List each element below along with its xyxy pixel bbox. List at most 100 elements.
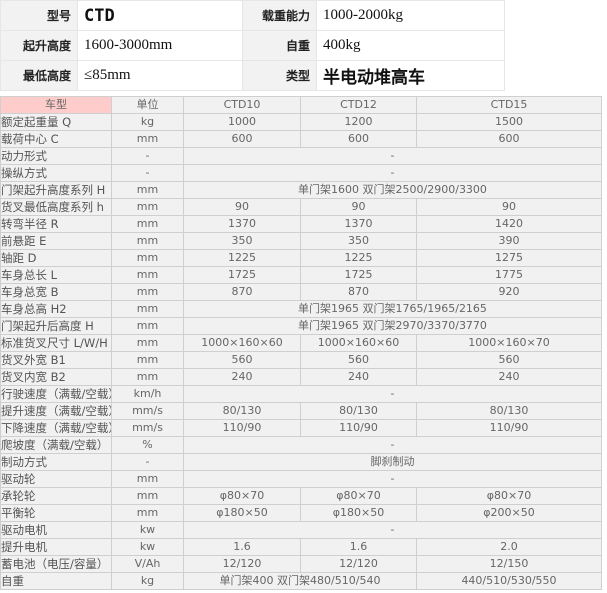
header-model-cell: 车型 — [1, 97, 111, 113]
spec-value: 80/130 — [301, 403, 416, 419]
spec-unit: kw — [112, 539, 183, 555]
spec-label: 门架起升后高度 H — [1, 318, 111, 334]
type-label: 类型 — [242, 60, 317, 91]
spec-value: 1.6 — [184, 539, 300, 555]
spec-row: 货叉内宽 B2 mm 240 240 240 — [1, 369, 601, 385]
weight-value: 400kg — [316, 30, 505, 61]
spec-row: 承轮轮 mm φ80×70 φ80×70 φ80×70 — [1, 488, 601, 504]
capacity-value: 1000-2000kg — [316, 0, 505, 31]
spec-value: 560 — [184, 352, 300, 368]
spec-unit: kg — [112, 114, 183, 130]
spec-label: 蓄电池（电压/容量） — [1, 556, 111, 572]
spec-row: 行驶速度（满载/空载） km/h - — [1, 386, 601, 402]
spec-value: 1775 — [417, 267, 601, 283]
spec-value: 440/510/530/550 — [417, 573, 601, 589]
spec-value: 1000×160×70 — [417, 335, 601, 351]
spec-value: - — [184, 437, 601, 453]
spec-value: 脚刹制动 — [184, 454, 601, 470]
spec-unit: mm — [112, 216, 183, 232]
spec-label: 前悬距 E — [1, 233, 111, 249]
spec-unit: mm — [112, 250, 183, 266]
spec-value: 12/120 — [184, 556, 300, 572]
spec-row: 爬坡度（满载/空载）% - — [1, 437, 601, 453]
spec-label: 货叉外宽 B1 — [1, 352, 111, 368]
spec-label: 驱动电机 — [1, 522, 111, 538]
spec-label: 提升电机 — [1, 539, 111, 555]
spec-unit: mm — [112, 471, 183, 487]
spec-unit: km/h — [112, 386, 183, 402]
spec-value: 110/90 — [301, 420, 416, 436]
spec-unit: mm — [112, 488, 183, 504]
spec-value: - — [184, 471, 601, 487]
spec-value: 1420 — [417, 216, 601, 232]
spec-unit: mm — [112, 335, 183, 351]
spec-value: φ200×50 — [417, 505, 601, 521]
spec-row: 货叉外宽 B1 mm 560 560 560 — [1, 352, 601, 368]
min-height-label: 最低高度 — [0, 60, 78, 91]
weight-label: 自重 — [242, 30, 317, 61]
spec-label: 轴距 D — [1, 250, 111, 266]
spec-unit: kw — [112, 522, 183, 538]
spec-unit: mm — [112, 131, 183, 147]
spec-label: 行驶速度（满载/空载） — [1, 386, 111, 402]
header-cell: CTD15 — [417, 97, 601, 113]
spec-row: 货叉最低高度系列 h mm 90 90 90 — [1, 199, 601, 215]
spec-value: 1725 — [301, 267, 416, 283]
spec-unit: kg — [112, 573, 183, 589]
spec-value: 12/120 — [301, 556, 416, 572]
spec-value: 110/90 — [417, 420, 601, 436]
spec-value: 80/130 — [417, 403, 601, 419]
spec-value: 单门架1965 双门架2970/3370/3770 — [184, 318, 601, 334]
spec-value: 90 — [184, 199, 300, 215]
spec-value: φ80×70 — [184, 488, 300, 504]
spec-value: 870 — [301, 284, 416, 300]
spec-label: 车身总高 H2 — [1, 301, 111, 317]
model-label: 型号 — [0, 0, 78, 31]
spec-label: 车身总宽 B — [1, 284, 111, 300]
spec-value: 90 — [417, 199, 601, 215]
spec-label: 制动方式 — [1, 454, 111, 470]
spec-row: 标准货叉尺寸 L/W/H mm 1000×160×60 1000×160×60 1000… — [1, 335, 601, 351]
spec-value: - — [184, 148, 601, 164]
spec-unit: - — [112, 148, 183, 164]
spec-value: 单门架400 双门架480/510/540 — [184, 573, 416, 589]
spec-value: 单门架1600 双门架2500/2900/3300 — [184, 182, 601, 198]
spec-value: 600 — [301, 131, 416, 147]
spec-value: 920 — [417, 284, 601, 300]
spec-unit: mm — [112, 505, 183, 521]
spec-value: 单门架1965 双门架1765/1965/2165 — [184, 301, 601, 317]
spec-label: 载荷中心 C — [1, 131, 111, 147]
spec-value: φ80×70 — [417, 488, 601, 504]
spec-value: 1.6 — [301, 539, 416, 555]
spec-value: 1200 — [301, 114, 416, 130]
spec-label: 下降速度（满载/空载） — [1, 420, 111, 436]
min-height-value: ≤85mm — [77, 60, 243, 91]
spec-label: 操纵方式 — [1, 165, 111, 181]
header-cell: CTD12 — [301, 97, 416, 113]
spec-unit: mm — [112, 199, 183, 215]
lift-height-label: 起升高度 — [0, 30, 78, 61]
header-cell: CTD10 — [184, 97, 300, 113]
spec-label: 车身总长 L — [1, 267, 111, 283]
spec-value: 870 — [184, 284, 300, 300]
spec-unit: - — [112, 165, 183, 181]
spec-value: 90 — [301, 199, 416, 215]
spec-value: φ180×50 — [184, 505, 300, 521]
spec-row: 自重 kg 单门架400 双门架480/510/540 440/510/530/550 — [1, 573, 601, 589]
spec-unit: mm — [112, 267, 183, 283]
spec-value: 240 — [417, 369, 601, 385]
spec-label: 自重 — [1, 573, 111, 589]
spec-header-row: 车型 单位 CTD10 CTD12 CTD15 — [1, 97, 601, 113]
spec-value: 1000×160×60 — [301, 335, 416, 351]
header-cell: 单位 — [112, 97, 183, 113]
spec-value: 240 — [184, 369, 300, 385]
spec-label: 转弯半径 R — [1, 216, 111, 232]
spec-value: - — [184, 386, 601, 402]
spec-value: φ180×50 — [301, 505, 416, 521]
spec-row: 下降速度（满载/空载） mm/s 110/90 110/90 110/90 — [1, 420, 601, 436]
